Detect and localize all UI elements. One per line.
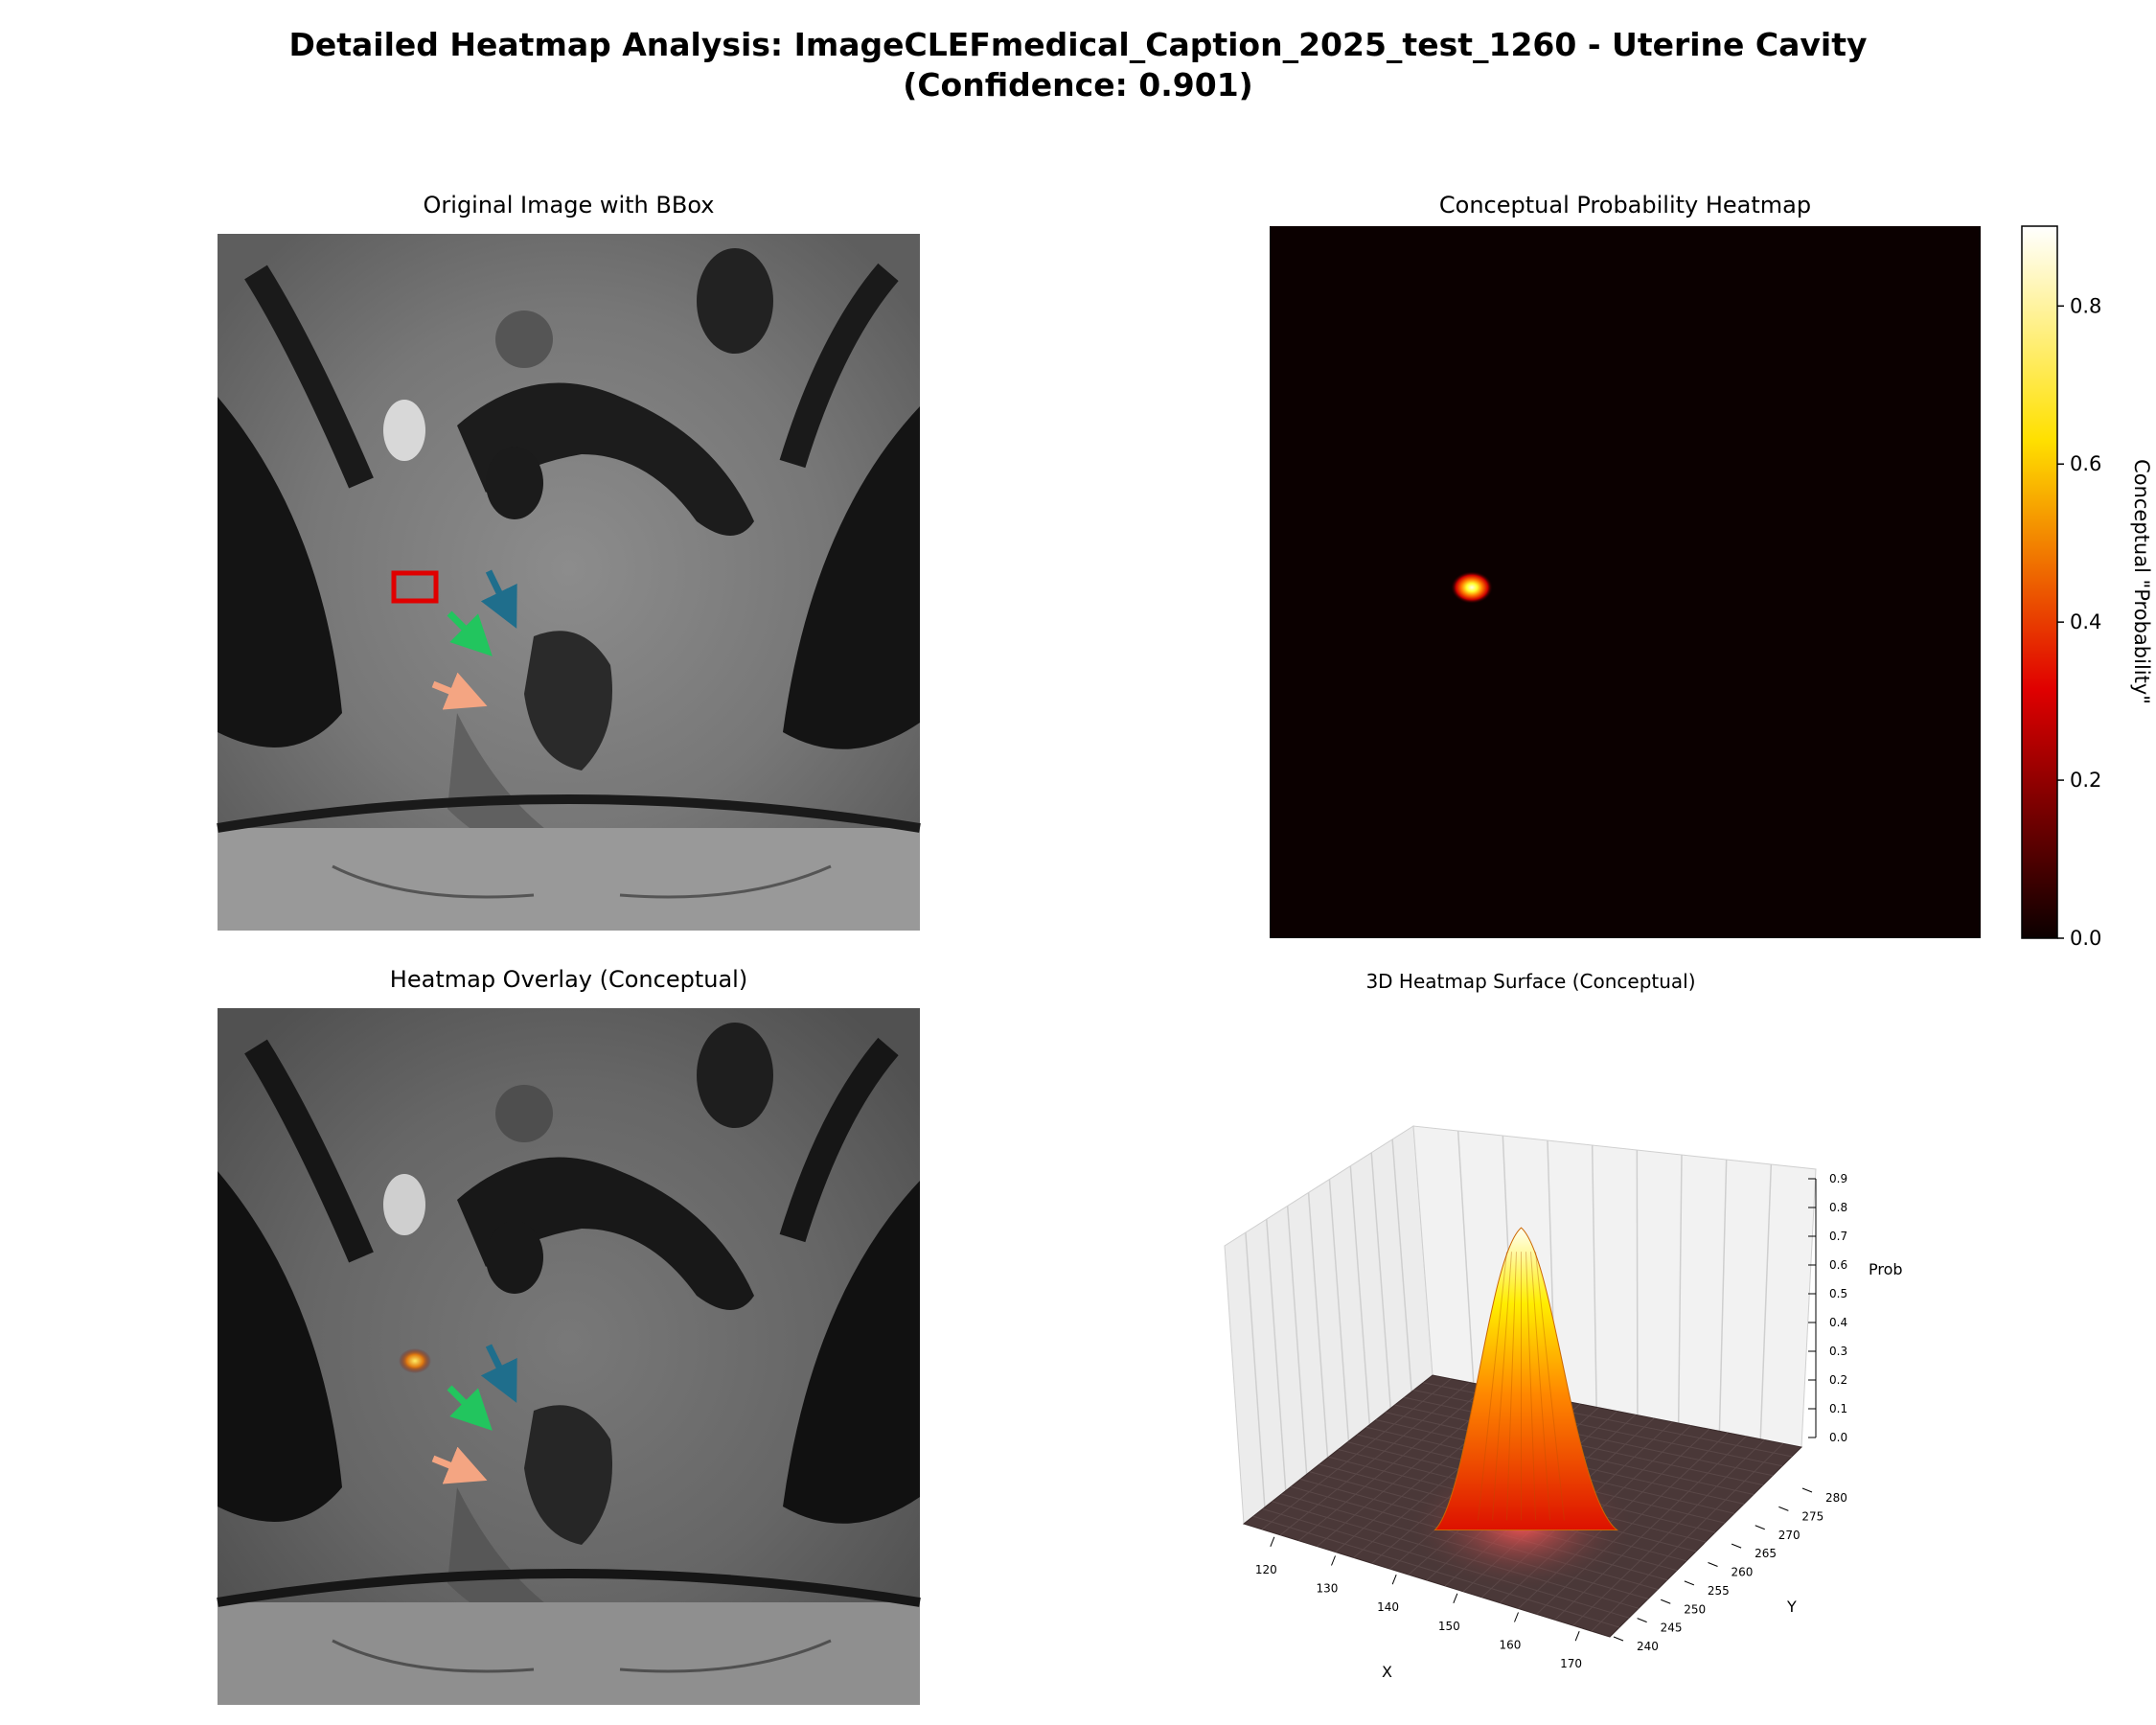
overlay-panel	[217, 1008, 921, 1705]
z-tick-label: 0.1	[1829, 1402, 1847, 1415]
y-tick	[1637, 1618, 1647, 1623]
y-tick-label: 280	[1825, 1491, 1847, 1505]
heatmap-background	[1270, 226, 1981, 938]
x-tick-label: 150	[1438, 1620, 1460, 1633]
original-panel-title: Original Image with BBox	[423, 192, 715, 218]
z-tick-label: 0.4	[1829, 1316, 1847, 1329]
peach-arrow	[431, 672, 488, 710]
figure-title-line2: (Confidence: 0.901)	[903, 66, 1253, 104]
y-tick	[1613, 1636, 1624, 1642]
surface-3d-plot: 120 130 140 150 160 170 X 240245250255260265270…	[1224, 1125, 1903, 1681]
x-tick-label: 120	[1255, 1563, 1277, 1576]
mri-scan-graphic-overlay	[217, 1008, 921, 1705]
overlay-heat-spot	[399, 1348, 431, 1373]
y-tick-label: 275	[1801, 1509, 1823, 1523]
y-axis-label: Y	[1786, 1598, 1797, 1616]
colorbar-gradient	[2021, 225, 2058, 939]
z-axis-label: Prob	[1869, 1260, 1903, 1278]
x-tick	[1270, 1536, 1275, 1548]
colorbar-tick-label: 0.6	[2070, 452, 2101, 475]
y-tick	[1684, 1580, 1695, 1586]
x-tick-label: 140	[1377, 1600, 1399, 1614]
mri-scan-graphic	[217, 234, 921, 931]
colorbar-label: Conceptual "Probability"	[2130, 459, 2153, 704]
colorbar-tick-label: 0.4	[2070, 610, 2101, 633]
y-tick	[1731, 1543, 1742, 1549]
x-axis-label: X	[1382, 1663, 1392, 1681]
y-tick	[1708, 1562, 1718, 1567]
z-tick-label: 0.0	[1829, 1431, 1847, 1444]
z-tick-label: 0.3	[1829, 1345, 1847, 1358]
overlay-panel-title: Heatmap Overlay (Conceptual)	[389, 966, 748, 993]
peach-arrow-overlay	[431, 1446, 488, 1484]
y-tick-label: 240	[1637, 1640, 1659, 1653]
x-tick-label: 160	[1500, 1639, 1522, 1652]
figure-title-line1: Detailed Heatmap Analysis: ImageCLEFmedi…	[288, 26, 1868, 63]
surface-peak	[1406, 1227, 1637, 1593]
y-tick-label: 265	[1755, 1547, 1777, 1560]
green-arrow-overlay	[447, 1385, 493, 1431]
z-tick-label: 0.9	[1829, 1172, 1847, 1185]
z-tick-label: 0.6	[1829, 1258, 1847, 1272]
surface-panel-title: 3D Heatmap Surface (Conceptual)	[1365, 970, 1696, 993]
figure-title: Detailed Heatmap Analysis: ImageCLEFmedi…	[0, 25, 2156, 105]
y-tick	[1661, 1598, 1671, 1604]
x-tick	[1514, 1612, 1519, 1622]
green-arrow	[447, 610, 493, 656]
y-tick-label: 245	[1661, 1622, 1683, 1635]
probability-heatmap	[1270, 226, 1981, 938]
colorbar-tick-label: 0.0	[2070, 927, 2101, 950]
x-tick	[1391, 1574, 1397, 1585]
original-image-panel	[217, 234, 921, 931]
surface-peak-shape	[1434, 1227, 1618, 1530]
colorbar-tick-label: 0.2	[2070, 769, 2101, 792]
colorbar: 0.0 0.2 0.4 0.6 0.8 Conceptual "Probability"	[2021, 225, 2153, 950]
z-tick-label: 0.2	[1829, 1373, 1847, 1387]
y-tick	[1755, 1525, 1765, 1530]
heatmap-panel-title: Conceptual Probability Heatmap	[1438, 192, 1812, 218]
colorbar-tick-label: 0.8	[2070, 294, 2101, 317]
x-tick-label: 130	[1317, 1582, 1339, 1596]
x-tick	[1453, 1593, 1458, 1604]
y-tick-label: 270	[1778, 1529, 1800, 1542]
x-tick	[1574, 1630, 1580, 1642]
z-tick-label: 0.7	[1829, 1230, 1847, 1243]
blue-arrow-overlay	[480, 1344, 517, 1403]
bbox-rectangle	[391, 570, 439, 604]
x-tick	[1331, 1555, 1336, 1566]
y-tick	[1801, 1487, 1813, 1493]
x-tick-label: 170	[1560, 1657, 1582, 1670]
blue-arrow	[480, 569, 517, 629]
y-tick-label: 250	[1684, 1602, 1706, 1616]
z-tick-label: 0.5	[1829, 1287, 1847, 1300]
z-tick-label: 0.8	[1829, 1201, 1847, 1214]
y-tick	[1778, 1506, 1789, 1511]
y-tick-label: 255	[1708, 1584, 1730, 1598]
surface-axes: 120 130 140 150 160 170 X 240245250255260265270…	[1255, 1172, 1903, 1681]
heatmap-peak	[1451, 571, 1493, 604]
y-tick-label: 260	[1732, 1566, 1754, 1579]
